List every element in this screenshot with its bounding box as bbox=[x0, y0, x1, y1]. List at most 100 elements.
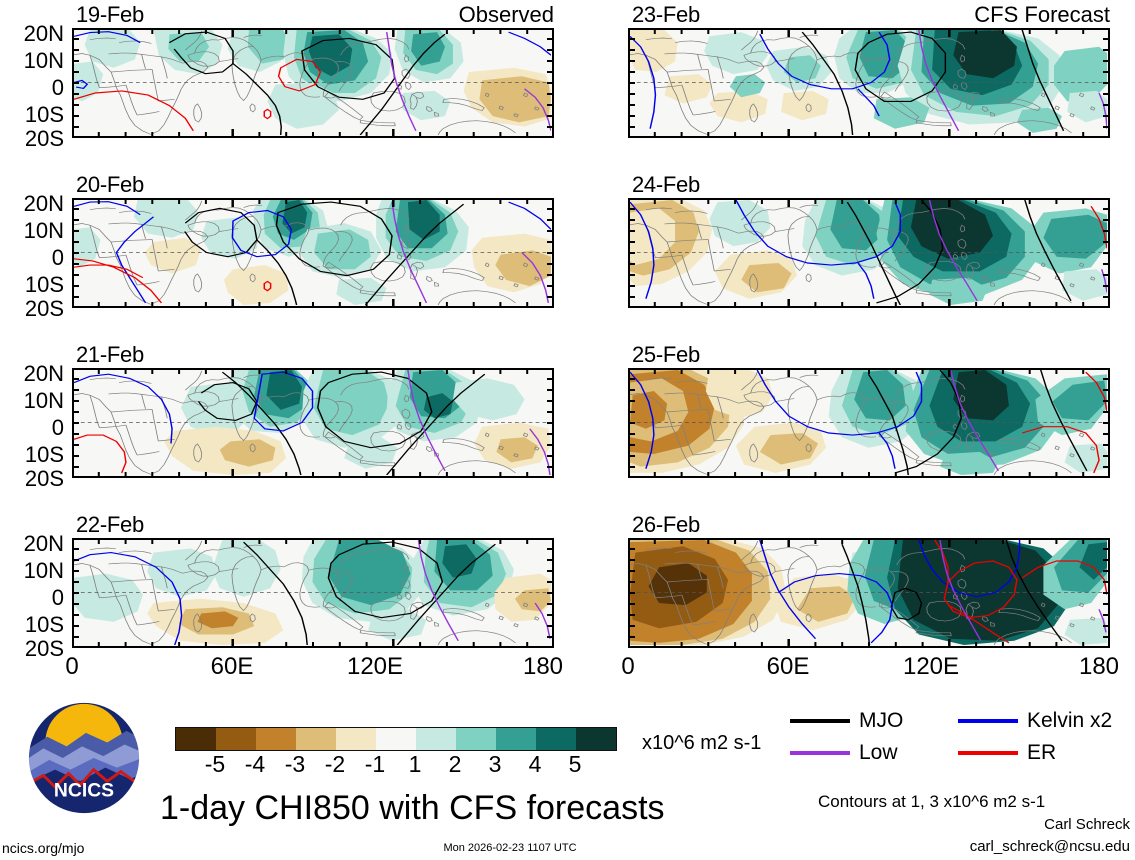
site-url[interactable]: ncics.org/mjo bbox=[2, 840, 85, 856]
legend-line-kelvin bbox=[958, 718, 1018, 723]
y-axis-label-10s-row3: 10S bbox=[24, 442, 64, 467]
column-heading-observed: Observed bbox=[458, 2, 554, 27]
colorbar-swatch-2 bbox=[256, 728, 296, 750]
colorbar-tick-2: 2 bbox=[448, 751, 462, 777]
contours-26feb bbox=[759, 540, 1107, 645]
y-axis-label-10s-row2: 10S bbox=[24, 272, 64, 297]
panel-title-23feb: 23-Feb bbox=[632, 2, 700, 27]
y-axis-label-0-row3: 0 bbox=[51, 415, 64, 440]
legend-item-mjo: MJO bbox=[790, 710, 903, 731]
y-axis-label-10n-row1: 10N bbox=[23, 48, 64, 73]
colorbar-swatch-7 bbox=[456, 728, 496, 750]
colorbar-tick--4: -4 bbox=[244, 751, 266, 777]
panel-map-26feb[interactable] bbox=[628, 538, 1110, 648]
y-axis-label-20n-row1: 20N bbox=[23, 21, 64, 46]
colorbar-tick-3: 3 bbox=[488, 751, 502, 777]
legend-item-low: Low bbox=[790, 742, 898, 763]
y-axis-label-20s-row3: 20S bbox=[24, 466, 64, 491]
panel-map-22feb[interactable] bbox=[72, 538, 554, 648]
panel-map-19feb[interactable] bbox=[72, 28, 554, 138]
colorbar-tick-5: 5 bbox=[568, 751, 582, 777]
x-axis-label-120e-right: 120E bbox=[902, 653, 960, 680]
panel-map-25feb[interactable] bbox=[628, 368, 1110, 478]
x-axis-label-0-right: 0 bbox=[621, 653, 635, 680]
y-axis-label-20n-row2: 20N bbox=[23, 191, 64, 216]
y-axis-label-10s-row4: 10S bbox=[24, 612, 64, 637]
panel-title-24feb: 24-Feb bbox=[632, 172, 700, 197]
shading-field-23feb bbox=[630, 30, 1107, 133]
contours-25feb bbox=[630, 370, 1107, 475]
contours-21feb bbox=[74, 370, 551, 475]
colorbar-swatch-9 bbox=[536, 728, 576, 750]
colorbar-tick--2: -2 bbox=[324, 751, 346, 777]
colorbar-tick--5: -5 bbox=[204, 751, 226, 777]
legend-label-er: ER bbox=[1027, 741, 1057, 764]
panel-map-20feb[interactable] bbox=[72, 198, 554, 308]
colorbar-swatch-4 bbox=[336, 728, 376, 750]
column-heading-forecast: CFS Forecast bbox=[974, 2, 1110, 27]
x-axis-label-180-left: 180 bbox=[522, 653, 564, 680]
ncics-logo-text: NCICS bbox=[54, 781, 114, 802]
legend-label-low: Low bbox=[859, 741, 898, 764]
y-axis-label-0-row1: 0 bbox=[51, 75, 64, 100]
panel-title-21feb: 21-Feb bbox=[76, 342, 144, 367]
generation-timestamp: Mon 2026-02-23 1107 UTC bbox=[443, 842, 577, 854]
x-axis-label-0-left: 0 bbox=[65, 653, 79, 680]
y-axis-label-20s-row4: 20S bbox=[24, 636, 64, 661]
ncics-logo: NCICS bbox=[26, 700, 142, 816]
y-axis-label-10s-row1: 10S bbox=[24, 102, 64, 127]
contours-19feb bbox=[74, 31, 551, 135]
y-axis-label-0-row2: 0 bbox=[51, 245, 64, 270]
colorbar-swatch-10 bbox=[576, 728, 616, 750]
colorbar-ticks: -5 -4 -3 -2 -1 1 2 3 4 5 bbox=[175, 753, 615, 779]
y-axis-label-20n-row3: 20N bbox=[23, 361, 64, 386]
x-axis-label-120e-left: 120E bbox=[346, 653, 404, 680]
colorbar-swatch-6 bbox=[416, 728, 456, 750]
x-axis-label-180-right: 180 bbox=[1078, 653, 1120, 680]
panel-map-21feb[interactable] bbox=[72, 368, 554, 478]
colorbar-tick--3: -3 bbox=[284, 751, 306, 777]
shading-field-24feb bbox=[630, 200, 1107, 305]
colorbar-swatch-8 bbox=[496, 728, 536, 750]
colorbar bbox=[175, 727, 617, 751]
y-axis-label-20s-row2: 20S bbox=[24, 296, 64, 321]
legend-line-mjo bbox=[790, 718, 850, 723]
colorbar-tick-1: 1 bbox=[408, 751, 422, 777]
legend-item-er: ER bbox=[958, 742, 1056, 763]
contours-24feb bbox=[630, 200, 1107, 305]
panel-map-24feb[interactable] bbox=[628, 198, 1110, 308]
author-email[interactable]: carl_schreck@ncsu.edu bbox=[969, 838, 1130, 855]
colorbar-swatch-3 bbox=[296, 728, 336, 750]
colorbar-units-label: x10^6 m2 s-1 bbox=[642, 732, 762, 754]
panel-title-26feb: 26-Feb bbox=[632, 512, 700, 537]
shading-field-25feb bbox=[630, 370, 1107, 475]
x-axis-label-60e-left: 60E bbox=[210, 653, 254, 680]
y-axis-label-10n-row3: 10N bbox=[23, 388, 64, 413]
colorbar-swatch-5 bbox=[376, 728, 416, 750]
main-title: 1-day CHI850 with CFS forecasts bbox=[160, 789, 665, 827]
legend-line-er bbox=[958, 750, 1018, 755]
panel-map-23feb[interactable] bbox=[628, 28, 1110, 138]
y-axis-label-10n-row4: 10N bbox=[23, 558, 64, 583]
author-name: Carl Schreck bbox=[1044, 816, 1130, 833]
panel-title-19feb: 19-Feb bbox=[76, 2, 144, 27]
legend-item-kelvin: Kelvin x2 bbox=[958, 710, 1112, 731]
colorbar-tick--1: -1 bbox=[364, 751, 386, 777]
panel-title-22feb: 22-Feb bbox=[76, 512, 144, 537]
legend-label-kelvin: Kelvin x2 bbox=[1027, 709, 1113, 732]
y-axis-label-0-row4: 0 bbox=[51, 585, 64, 610]
legend-line-low bbox=[790, 750, 850, 755]
x-axis-label-60e-right: 60E bbox=[766, 653, 810, 680]
contour-interval-note: Contours at 1, 3 x10^6 m2 s-1 bbox=[818, 792, 1046, 811]
panel-title-20feb: 20-Feb bbox=[76, 172, 144, 197]
colorbar-swatch-0 bbox=[176, 728, 216, 750]
contour-legend: MJO Kelvin x2 Low ER bbox=[790, 706, 1130, 766]
contours-20feb bbox=[74, 201, 551, 305]
panel-title-25feb: 25-Feb bbox=[632, 342, 700, 367]
y-axis-label-20s-row1: 20S bbox=[24, 126, 64, 151]
y-axis-label-10n-row2: 10N bbox=[23, 218, 64, 243]
colorbar-tick-4: 4 bbox=[528, 751, 542, 777]
colorbar-swatch-1 bbox=[216, 728, 256, 750]
y-axis-label-20n-row4: 20N bbox=[23, 531, 64, 556]
legend-label-mjo: MJO bbox=[859, 709, 904, 732]
